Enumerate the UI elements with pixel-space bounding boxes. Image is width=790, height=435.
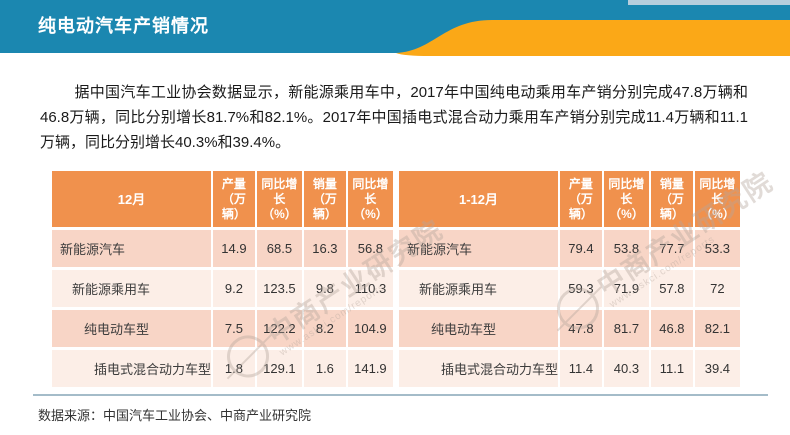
table-header-row: 12月 产量 （万辆） 同比增长 （%） 销量 （万辆） 同比增长 （%）: [52, 171, 393, 227]
period-header: 12月: [52, 171, 212, 227]
table-row: 新能源乘用车 59.3 71.9 57.8 72: [399, 270, 740, 307]
row-label: 插电式混合动力车型: [399, 350, 559, 387]
column-header-line: （万辆）: [568, 191, 593, 221]
column-header-line: （万辆）: [312, 191, 337, 221]
column-header-line: 销量: [659, 176, 684, 191]
column-header-yoy-sales: 同比增长 （%）: [347, 171, 393, 227]
column-header-line: 产量: [221, 176, 246, 191]
cell-value: 141.9: [347, 350, 393, 387]
cell-value: 16.3: [303, 230, 346, 267]
cell-value: 57.8: [650, 270, 693, 307]
table-december: 12月 产量 （万辆） 同比增长 （%） 销量 （万辆） 同比增长 （%） 新能…: [50, 168, 395, 390]
cell-value: 53.3: [694, 230, 740, 267]
cell-value: 77.7: [650, 230, 693, 267]
column-header-line: （%）: [609, 206, 644, 221]
cell-value: 71.9: [603, 270, 649, 307]
cell-value: 79.4: [560, 230, 602, 267]
column-header-line: 销量: [312, 176, 337, 191]
row-label: 插电式混合动力车型: [52, 350, 212, 387]
cell-value: 39.4: [694, 350, 740, 387]
cell-value: 129.1: [256, 350, 302, 387]
cell-value: 9.2: [213, 270, 255, 307]
cell-value: 68.5: [256, 230, 302, 267]
column-header-line: （万辆）: [659, 191, 684, 221]
cell-value: 11.1: [650, 350, 693, 387]
cell-value: 47.8: [560, 310, 602, 347]
cell-value: 53.8: [603, 230, 649, 267]
table-header-row: 1-12月 产量 （万辆） 同比增长 （%） 销量 （万辆） 同比增长 （%）: [399, 171, 740, 227]
column-header-line: 产量: [568, 176, 593, 191]
cell-value: 1.8: [213, 350, 255, 387]
table-row: 插电式混合动力车型 11.4 40.3 11.1 39.4: [399, 350, 740, 387]
row-label: 新能源乘用车: [52, 270, 212, 307]
row-label: 新能源汽车: [399, 230, 559, 267]
cell-value: 40.3: [603, 350, 649, 387]
production-sales-tables: 12月 产量 （万辆） 同比增长 （%） 销量 （万辆） 同比增长 （%） 新能…: [50, 166, 779, 390]
cell-value: 11.4: [560, 350, 602, 387]
table-jan-dec: 1-12月 产量 （万辆） 同比增长 （%） 销量 （万辆） 同比增长 （%） …: [397, 168, 742, 390]
cell-value: 8.2: [303, 310, 346, 347]
header-banner: 纯电动汽车产销情况: [0, 0, 790, 57]
cell-value: 46.8: [650, 310, 693, 347]
cell-value: 104.9: [347, 310, 393, 347]
column-header-production: 产量 （万辆）: [213, 171, 255, 227]
header-decoration: [0, 0, 790, 56]
column-header-sales: 销量 （万辆）: [650, 171, 693, 227]
column-header-line: 同比增长: [261, 176, 298, 206]
period-header: 1-12月: [399, 171, 559, 227]
row-label: 纯电动车型: [399, 310, 559, 347]
column-header-yoy-production: 同比增长 （%）: [603, 171, 649, 227]
column-header-line: （%）: [262, 206, 297, 221]
cell-value: 9.8: [303, 270, 346, 307]
column-header-yoy-production: 同比增长 （%）: [256, 171, 302, 227]
table-row: 新能源汽车 79.4 53.8 77.7 53.3: [399, 230, 740, 267]
cell-value: 59.3: [560, 270, 602, 307]
cell-value: 7.5: [213, 310, 255, 347]
table-row: 插电式混合动力车型 1.8 129.1 1.6 141.9: [52, 350, 393, 387]
column-header-line: （万辆）: [221, 191, 246, 221]
row-label: 新能源乘用车: [399, 270, 559, 307]
column-header-line: （%）: [353, 206, 388, 221]
column-header-sales: 销量 （万辆）: [303, 171, 346, 227]
column-header-production: 产量 （万辆）: [560, 171, 602, 227]
row-label: 纯电动车型: [52, 310, 212, 347]
cell-value: 72: [694, 270, 740, 307]
table-row: 新能源汽车 14.9 68.5 16.3 56.8: [52, 230, 393, 267]
cell-value: 1.6: [303, 350, 346, 387]
cell-value: 122.2: [256, 310, 302, 347]
column-header-yoy-sales: 同比增长 （%）: [694, 171, 740, 227]
cell-value: 56.8: [347, 230, 393, 267]
row-label: 新能源汽车: [52, 230, 212, 267]
page-title: 纯电动汽车产销情况: [38, 16, 209, 36]
cell-value: 123.5: [256, 270, 302, 307]
table-row: 纯电动车型 7.5 122.2 8.2 104.9: [52, 310, 393, 347]
column-header-line: 同比增长: [608, 176, 645, 206]
table-row: 新能源乘用车 9.2 123.5 9.8 110.3: [52, 270, 393, 307]
cell-value: 14.9: [213, 230, 255, 267]
cell-value: 82.1: [694, 310, 740, 347]
column-header-line: 同比增长: [699, 176, 736, 206]
table-row: 纯电动车型 47.8 81.7 46.8 82.1: [399, 310, 740, 347]
cell-value: 110.3: [347, 270, 393, 307]
intro-paragraph: 据中国汽车工业协会数据显示，新能源乘用车中，2017年中国纯电动乘用车产销分别完…: [40, 84, 748, 151]
column-header-line: （%）: [700, 206, 735, 221]
data-source: 数据来源：中国汽车工业协会、中商产业研究院: [38, 408, 312, 423]
column-header-line: 同比增长: [352, 176, 389, 206]
divider-line: [33, 394, 768, 396]
cell-value: 81.7: [603, 310, 649, 347]
